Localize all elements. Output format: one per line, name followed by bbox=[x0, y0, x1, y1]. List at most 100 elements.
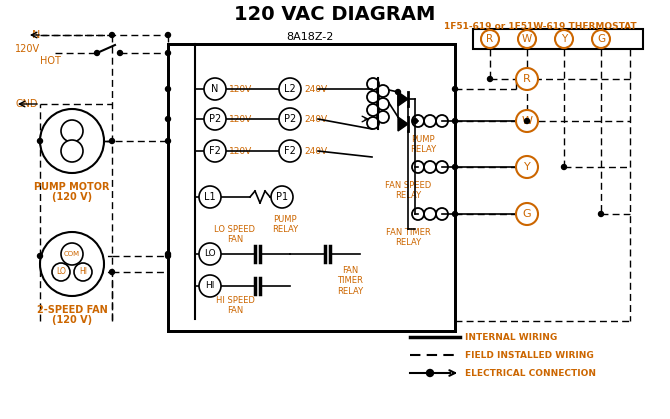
Circle shape bbox=[279, 140, 301, 162]
Text: L1: L1 bbox=[204, 192, 216, 202]
Circle shape bbox=[165, 116, 170, 122]
Text: Y: Y bbox=[524, 162, 531, 172]
Text: 120V: 120V bbox=[15, 44, 40, 54]
Text: F2: F2 bbox=[284, 146, 296, 156]
Text: N: N bbox=[32, 30, 40, 40]
Circle shape bbox=[38, 253, 42, 259]
Text: PUMP
RELAY: PUMP RELAY bbox=[410, 135, 436, 154]
Circle shape bbox=[271, 186, 293, 208]
Text: 240V: 240V bbox=[304, 114, 327, 124]
Text: 120V: 120V bbox=[229, 114, 252, 124]
Circle shape bbox=[199, 275, 221, 297]
Circle shape bbox=[204, 108, 226, 130]
Text: HOT: HOT bbox=[40, 56, 61, 66]
Circle shape bbox=[199, 186, 221, 208]
Circle shape bbox=[61, 140, 83, 162]
Text: W: W bbox=[521, 116, 533, 126]
Text: G: G bbox=[523, 209, 531, 219]
Circle shape bbox=[452, 119, 458, 124]
Circle shape bbox=[481, 30, 499, 48]
Text: HI: HI bbox=[79, 267, 87, 277]
Text: PUMP
RELAY: PUMP RELAY bbox=[272, 215, 298, 234]
Text: 120V: 120V bbox=[229, 85, 252, 93]
Text: FAN
TIMER
RELAY: FAN TIMER RELAY bbox=[337, 266, 363, 296]
Text: P1: P1 bbox=[276, 192, 288, 202]
Text: GND: GND bbox=[15, 99, 38, 109]
Circle shape bbox=[452, 165, 458, 170]
Text: FIELD INSTALLED WIRING: FIELD INSTALLED WIRING bbox=[465, 351, 594, 360]
Circle shape bbox=[452, 212, 458, 217]
Text: HI SPEED
FAN: HI SPEED FAN bbox=[216, 296, 255, 316]
Circle shape bbox=[199, 243, 221, 265]
Circle shape bbox=[452, 86, 458, 91]
Text: 8A18Z-2: 8A18Z-2 bbox=[286, 32, 334, 42]
Text: G: G bbox=[597, 34, 605, 44]
Circle shape bbox=[598, 212, 604, 217]
Circle shape bbox=[516, 156, 538, 178]
Circle shape bbox=[516, 68, 538, 90]
Text: LO: LO bbox=[56, 267, 66, 277]
Circle shape bbox=[561, 165, 567, 170]
Circle shape bbox=[38, 139, 42, 143]
Text: 120V: 120V bbox=[229, 147, 252, 155]
Text: N: N bbox=[211, 84, 218, 94]
Polygon shape bbox=[398, 92, 408, 106]
Text: P2: P2 bbox=[209, 114, 221, 124]
Text: COM: COM bbox=[64, 251, 80, 257]
Text: R: R bbox=[486, 34, 494, 44]
Text: PUMP MOTOR: PUMP MOTOR bbox=[34, 182, 110, 192]
Text: FAN TIMER
RELAY: FAN TIMER RELAY bbox=[386, 228, 430, 247]
Text: 240V: 240V bbox=[304, 147, 327, 155]
Circle shape bbox=[165, 51, 170, 55]
Circle shape bbox=[516, 110, 538, 132]
Circle shape bbox=[488, 77, 492, 82]
Circle shape bbox=[427, 370, 433, 377]
Circle shape bbox=[52, 263, 70, 281]
Text: HI: HI bbox=[205, 282, 214, 290]
Text: W: W bbox=[522, 34, 532, 44]
Circle shape bbox=[109, 139, 115, 143]
Text: Y: Y bbox=[561, 34, 567, 44]
Circle shape bbox=[592, 30, 610, 48]
Polygon shape bbox=[398, 117, 408, 131]
Circle shape bbox=[279, 78, 301, 100]
Circle shape bbox=[165, 33, 170, 37]
Text: L2: L2 bbox=[284, 84, 296, 94]
Circle shape bbox=[40, 109, 104, 173]
Text: LO: LO bbox=[204, 249, 216, 259]
Circle shape bbox=[61, 120, 83, 142]
Circle shape bbox=[204, 78, 226, 100]
Circle shape bbox=[74, 263, 92, 281]
Text: 1F51-619 or 1F51W-619 THERMOSTAT: 1F51-619 or 1F51W-619 THERMOSTAT bbox=[444, 21, 636, 31]
Circle shape bbox=[516, 203, 538, 225]
Text: (120 V): (120 V) bbox=[52, 315, 92, 325]
Bar bbox=[473, 29, 643, 49]
Text: 240V: 240V bbox=[304, 85, 327, 93]
Circle shape bbox=[165, 139, 170, 143]
Circle shape bbox=[555, 30, 573, 48]
Text: FAN SPEED
RELAY: FAN SPEED RELAY bbox=[385, 181, 431, 200]
Bar bbox=[168, 44, 455, 331]
Circle shape bbox=[165, 251, 170, 256]
Circle shape bbox=[525, 119, 529, 124]
Circle shape bbox=[109, 269, 115, 274]
Circle shape bbox=[109, 33, 115, 37]
Text: F2: F2 bbox=[209, 146, 221, 156]
Circle shape bbox=[518, 30, 536, 48]
Circle shape bbox=[117, 51, 123, 55]
Circle shape bbox=[165, 86, 170, 91]
Circle shape bbox=[413, 119, 417, 124]
Text: (120 V): (120 V) bbox=[52, 192, 92, 202]
Circle shape bbox=[204, 140, 226, 162]
Circle shape bbox=[94, 51, 100, 55]
Text: ELECTRICAL CONNECTION: ELECTRICAL CONNECTION bbox=[465, 368, 596, 378]
Circle shape bbox=[40, 232, 104, 296]
Text: LO SPEED
FAN: LO SPEED FAN bbox=[214, 225, 255, 244]
Text: 2-SPEED FAN: 2-SPEED FAN bbox=[37, 305, 107, 315]
Circle shape bbox=[165, 253, 170, 259]
Circle shape bbox=[279, 108, 301, 130]
Circle shape bbox=[395, 90, 401, 95]
Text: P2: P2 bbox=[284, 114, 296, 124]
Text: 120 VAC DIAGRAM: 120 VAC DIAGRAM bbox=[234, 5, 436, 23]
Text: INTERNAL WIRING: INTERNAL WIRING bbox=[465, 333, 557, 341]
